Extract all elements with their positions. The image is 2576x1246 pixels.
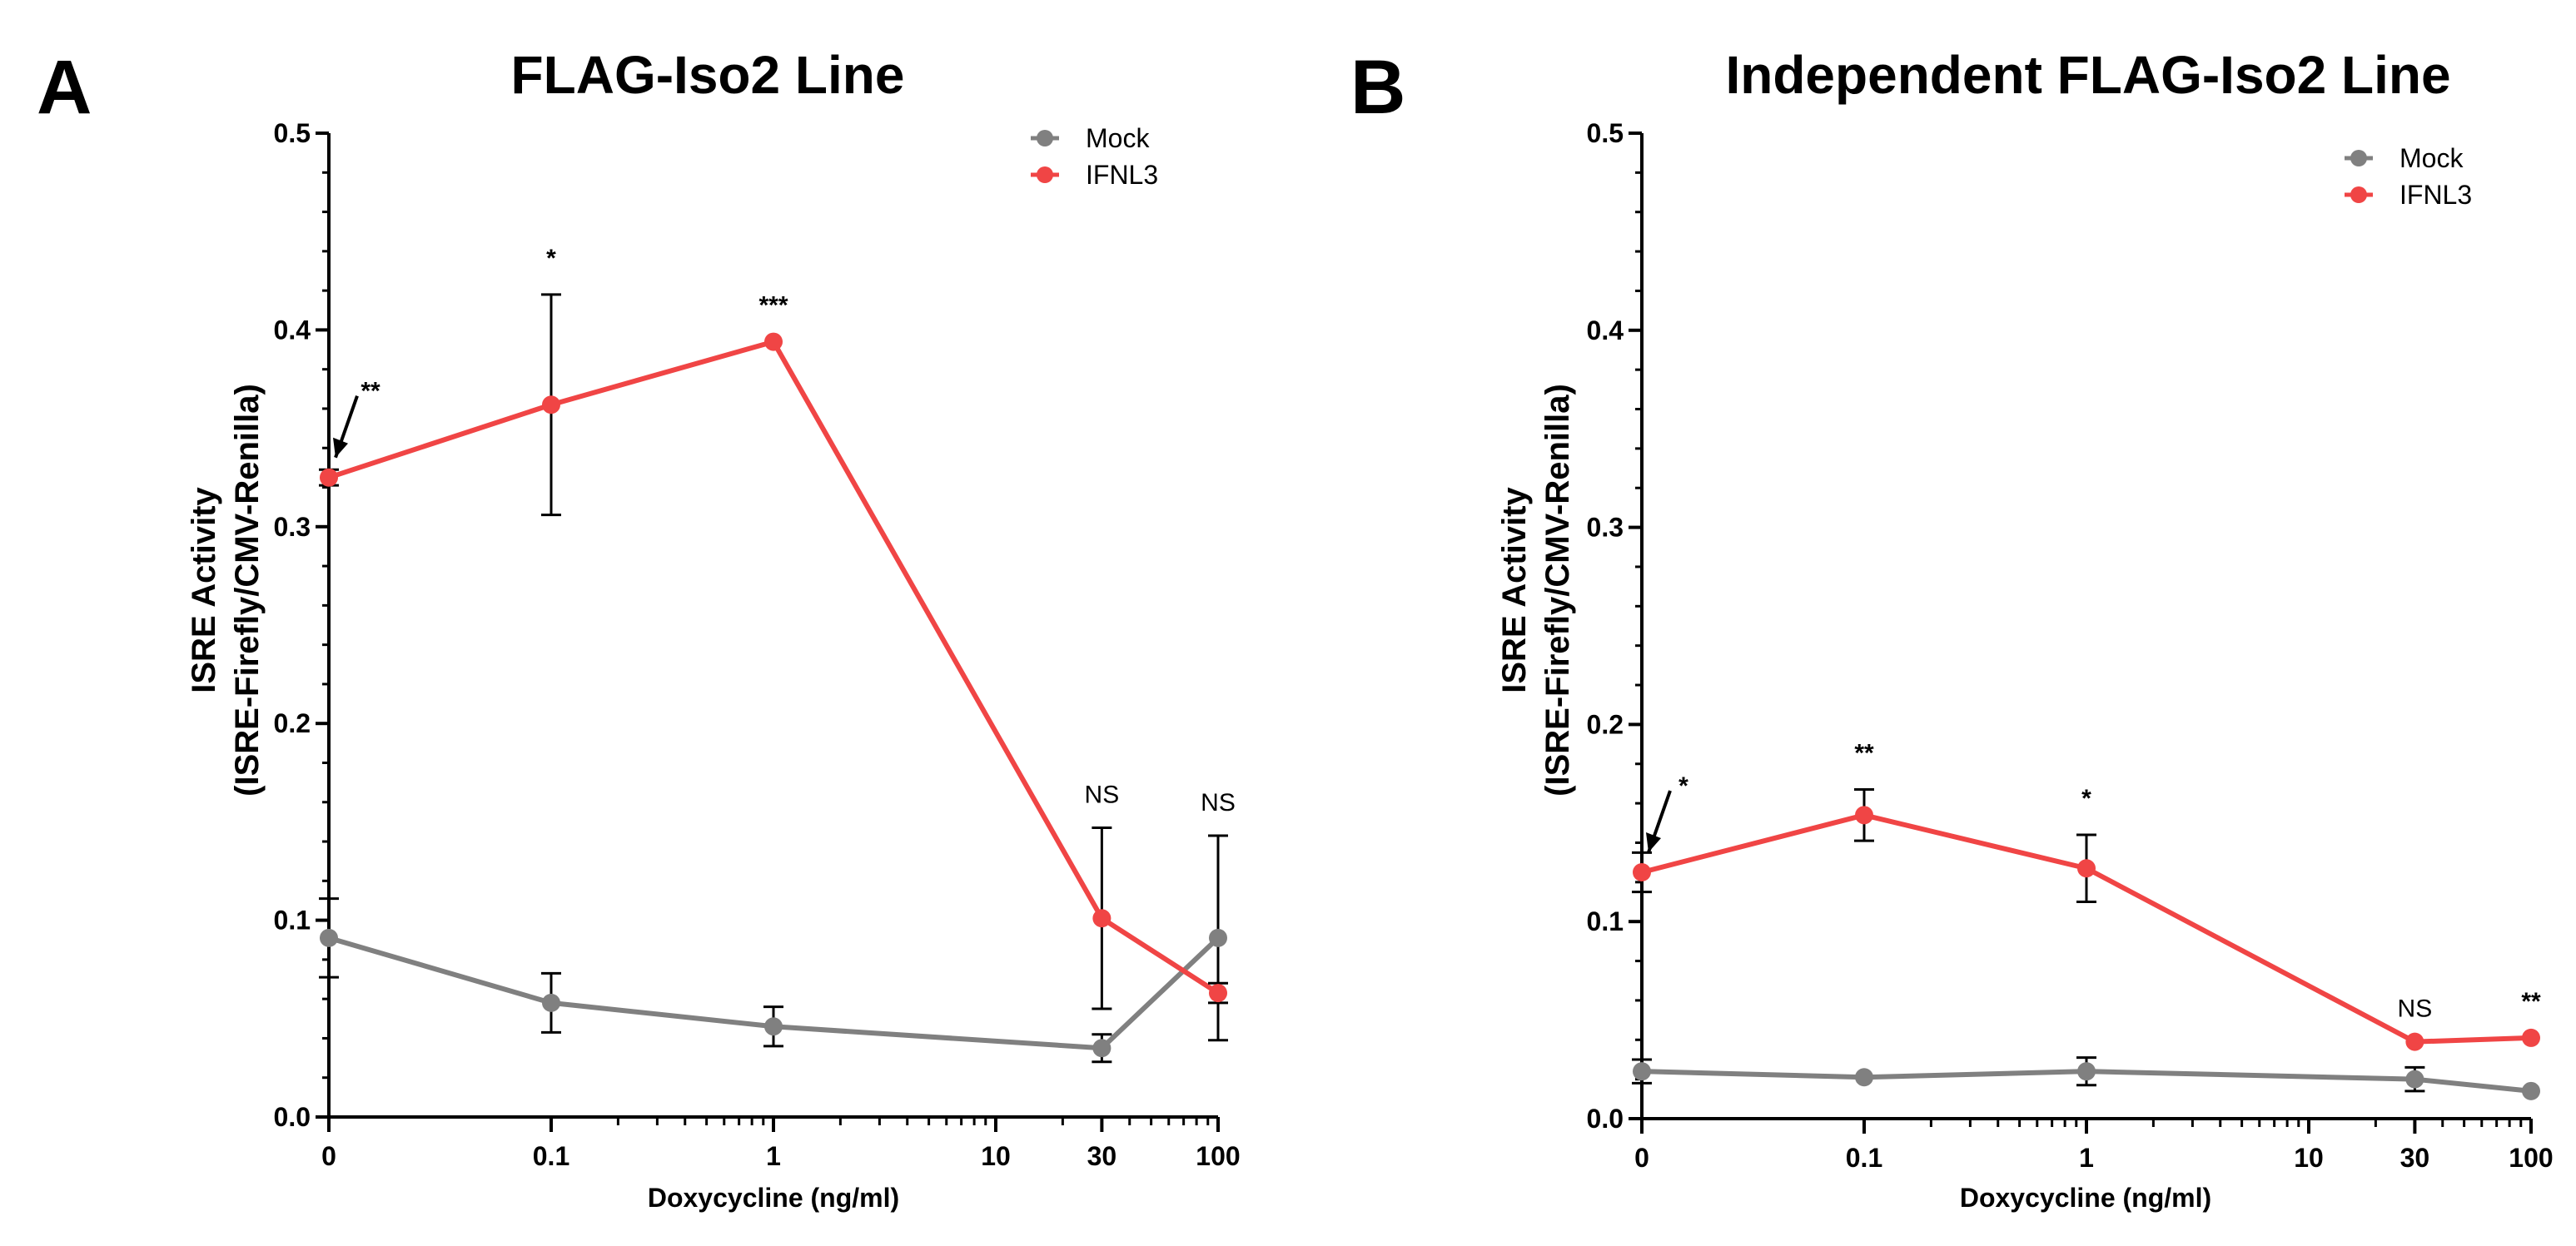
legend-marker	[2350, 186, 2367, 203]
legend-label: Mock	[2399, 143, 2464, 173]
x-tick-label: 30	[1087, 1141, 1117, 1171]
series-ifnl3	[319, 293, 1228, 1010]
y-tick-label: 0.5	[274, 118, 311, 148]
significance-label: **	[2521, 988, 2541, 1015]
chart-title: FLAG-Iso2 Line	[511, 45, 905, 105]
significance-label: *	[546, 245, 556, 272]
arrow-head	[1646, 832, 1661, 852]
x-tick-label: 0	[1634, 1143, 1649, 1173]
legend-label: Mock	[1086, 123, 1150, 153]
data-point	[2405, 1070, 2424, 1089]
series-ifnl3	[1632, 788, 2540, 1051]
significance-label: NS	[1085, 781, 1120, 808]
data-point	[2077, 859, 2096, 878]
plot-area: ****NS **	[1632, 740, 2541, 1100]
data-point	[2522, 1081, 2540, 1100]
x-tick-label: 100	[2509, 1143, 2553, 1173]
x-tick-label: 0	[321, 1141, 336, 1171]
plot-area: ******NS NS	[319, 245, 1236, 1064]
legend-marker	[1037, 130, 1053, 146]
data-point	[764, 1017, 783, 1036]
x-tick-label: 100	[1196, 1141, 1240, 1171]
y-axis-label: ISRE Activity	[1496, 487, 1533, 693]
y-tick-label: 0.1	[1587, 906, 1624, 936]
data-point	[320, 468, 338, 487]
y-tick-label: 0.3	[274, 512, 311, 542]
axes: 0.0 0.1 0.2 0.3 0.4 0.5 0 0.1 1 10 30 100	[274, 118, 1241, 1171]
data-point	[1209, 928, 1227, 947]
y-tick-label: 0.2	[274, 708, 311, 738]
y-tick-label: 0.2	[1587, 709, 1624, 739]
y-axis-label-sub: (ISRE-Firefly/CMV-Renilla)	[229, 384, 266, 797]
significance-label: ***	[758, 292, 788, 320]
data-point	[1855, 806, 1873, 825]
data-point	[1092, 1039, 1111, 1058]
x-axis-label: Doxycycline (ng/ml)	[1960, 1183, 2211, 1213]
data-point	[764, 332, 783, 351]
data-point	[542, 395, 560, 415]
arrow-head	[333, 437, 348, 458]
data-point	[542, 993, 560, 1012]
y-axis-label-sub: (ISRE-Firefly/CMV-Renilla)	[1539, 384, 1576, 797]
significance-label: **	[1854, 740, 1874, 767]
panel-a: A FLAG-Iso2 Line Doxycycline (ng/ml) ISR…	[37, 45, 1241, 1213]
series-line	[328, 339, 1220, 995]
significance-label: *	[2081, 785, 2091, 812]
legend-label: IFNL3	[1086, 160, 1158, 190]
legend: Mock IFNL3	[1031, 123, 1158, 190]
y-tick-label: 0.4	[274, 315, 311, 345]
significance-label: **	[361, 378, 380, 405]
panel-letter: B	[1350, 45, 1405, 130]
x-tick-label: 10	[2294, 1143, 2324, 1173]
chart-title: Independent FLAG-Iso2 Line	[1725, 45, 2450, 105]
data-point	[320, 928, 338, 947]
legend: Mock IFNL3	[2345, 143, 2472, 210]
x-tick-label: 10	[981, 1141, 1011, 1171]
y-tick-label: 0.0	[1587, 1104, 1624, 1134]
x-tick-label: 1	[2079, 1143, 2094, 1173]
x-tick-label: 0.1	[533, 1141, 569, 1171]
significance-label: NS	[2398, 995, 2433, 1023]
panel-b: B Independent FLAG-Iso2 Line Doxycycline…	[1350, 45, 2554, 1213]
data-point	[1855, 1068, 1873, 1087]
x-axis-label: Doxycycline (ng/ml)	[648, 1183, 899, 1213]
legend-label: IFNL3	[2399, 180, 2472, 210]
data-point	[2405, 1032, 2424, 1051]
significance-label: *	[1678, 772, 1688, 800]
y-tick-label: 0.3	[1587, 513, 1624, 543]
panel-letter: A	[37, 45, 92, 130]
data-point	[1633, 1062, 1651, 1081]
y-tick-label: 0.4	[1587, 315, 1624, 345]
data-point	[1092, 909, 1111, 928]
data-point	[1633, 863, 1651, 881]
y-tick-label: 0.0	[274, 1102, 311, 1132]
legend-marker	[2350, 150, 2367, 166]
y-tick-label: 0.5	[1587, 118, 1624, 148]
data-point	[1209, 984, 1227, 1003]
data-point	[2077, 1062, 2096, 1081]
data-point	[2522, 1028, 2540, 1047]
series-mock	[1632, 1056, 2540, 1100]
y-tick-label: 0.1	[274, 906, 311, 936]
axes: 0.0 0.1 0.2 0.3 0.4 0.5 0 0.1 1 10 30 100	[1587, 118, 2554, 1173]
significance-label: NS	[1201, 789, 1236, 817]
x-tick-label: 30	[2400, 1143, 2430, 1173]
series-mock	[319, 834, 1228, 1064]
legend-marker	[1037, 166, 1053, 183]
y-axis-label: ISRE Activity	[186, 487, 222, 693]
x-tick-label: 0.1	[1846, 1143, 1882, 1173]
x-tick-label: 1	[766, 1141, 781, 1171]
